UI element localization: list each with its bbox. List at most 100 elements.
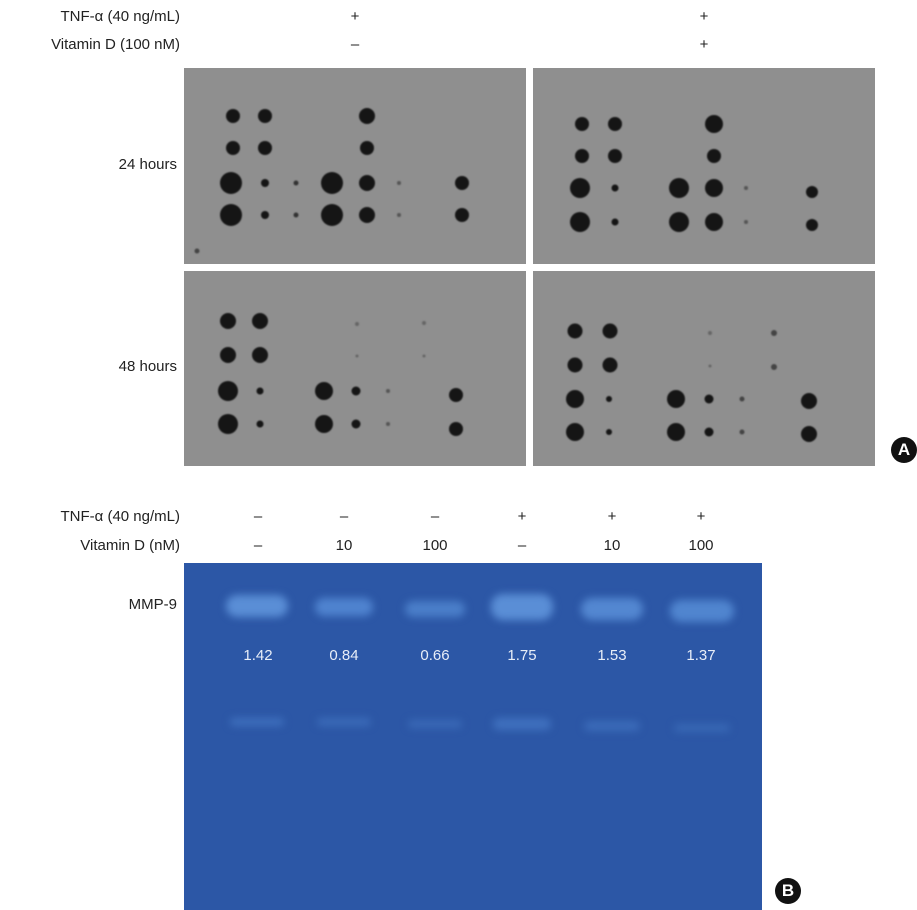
lane4-tnf: + (517, 508, 527, 525)
panel-b-tnf-label: TNF-α (40 ng/mL) (60, 508, 180, 525)
blot-dot (386, 389, 390, 393)
blot-dot (771, 330, 777, 336)
blot-dot (608, 149, 622, 163)
blot-dot (220, 204, 242, 226)
blot-dot (359, 175, 375, 191)
blot-dot (386, 422, 390, 426)
mmp9-band (405, 601, 465, 617)
lower-band (408, 720, 462, 728)
lower-band (230, 718, 284, 726)
blot-dot (293, 212, 299, 218)
lane6-vitd: 100 (688, 537, 714, 554)
blot-24h-tnf (184, 68, 526, 264)
panel-a-tnf-label: TNF-α (40 ng/mL) (60, 8, 180, 25)
blot-dot (575, 149, 589, 163)
blot-dot (360, 141, 374, 155)
blot-dot (611, 184, 619, 192)
blot-24h-tnf-vitd (533, 68, 875, 264)
blot-dot (705, 115, 723, 133)
blot-dot (667, 390, 685, 408)
blot-dot (455, 208, 469, 222)
blot-dot (566, 423, 584, 441)
lower-band (584, 721, 640, 731)
blot-dot (606, 396, 612, 402)
blot-dot (744, 186, 748, 190)
panel-b-vitd-label: Vitamin D (nM) (80, 537, 180, 554)
mmp9-band (315, 598, 373, 616)
blot-dot (667, 423, 685, 441)
blot-dot (220, 347, 236, 363)
blot-dot (669, 212, 689, 232)
mmp9-band (491, 594, 553, 620)
blot-dot (744, 220, 748, 224)
lane5-value: 1.53 (597, 647, 627, 664)
panel-a-badge: A (891, 437, 917, 463)
blot-dot (321, 204, 343, 226)
blot-dot (575, 117, 589, 131)
blot-48h-tnf (184, 271, 526, 466)
blot-dot (359, 108, 375, 124)
blot-dot (220, 313, 236, 329)
blot-dot (220, 172, 242, 194)
blot-dot (707, 149, 721, 163)
blot-dot (256, 420, 264, 428)
blot-dot (602, 323, 618, 339)
blot-dot (422, 321, 426, 325)
lane1-value: 1.42 (243, 647, 273, 664)
blot-dot (252, 313, 268, 329)
blot-dot (669, 178, 689, 198)
panel-a-col2-vitd: + (699, 36, 709, 53)
lane1-tnf: – (253, 508, 263, 525)
mmp9-label: MMP-9 (128, 596, 177, 613)
blot-dot (739, 429, 745, 435)
panel-a-col1-vitd: – (350, 36, 360, 53)
blot-dot (570, 178, 590, 198)
lower-band (674, 724, 730, 732)
blot-dot (566, 390, 584, 408)
mmp9-band (581, 598, 643, 620)
blot-dot (355, 322, 359, 326)
blot-dot (704, 427, 714, 437)
lane2-vitd: 10 (335, 537, 353, 554)
lane6-tnf: + (696, 508, 706, 525)
blot-dot (705, 213, 723, 231)
mmp9-band (670, 600, 734, 622)
lane4-value: 1.75 (507, 647, 537, 664)
blot-dot (570, 212, 590, 232)
panel-a-vitd-label: Vitamin D (100 nM) (51, 36, 180, 53)
mmp9-band (226, 595, 288, 617)
blot-dot (801, 426, 817, 442)
lower-band (493, 718, 551, 730)
blot-dot (397, 213, 401, 217)
blot-dot (293, 180, 299, 186)
lane4-vitd: – (517, 537, 527, 554)
blot-48h-tnf-vitd (533, 271, 875, 466)
blot-dot (567, 323, 583, 339)
blot-dot (194, 248, 200, 254)
lane3-vitd: 100 (422, 537, 448, 554)
blot-dot (226, 109, 240, 123)
blot-dot (449, 422, 463, 436)
blot-dot (801, 393, 817, 409)
blot-dot (351, 419, 361, 429)
blot-dot (611, 218, 619, 226)
blot-dot (321, 172, 343, 194)
zymogram-gel (184, 563, 762, 910)
panel-b-badge: B (775, 878, 801, 904)
blot-dot (705, 179, 723, 197)
lane3-tnf: – (430, 508, 440, 525)
time-label-24h: 24 hours (118, 156, 177, 173)
blot-dot (708, 364, 712, 368)
blot-dot (606, 429, 612, 435)
blot-dot (261, 211, 269, 219)
panel-a-col2-tnf: + (699, 8, 709, 25)
lane2-value: 0.84 (329, 647, 359, 664)
blot-dot (739, 396, 745, 402)
lane3-value: 0.66 (420, 647, 450, 664)
blot-dot (256, 387, 264, 395)
blot-dot (218, 381, 238, 401)
lane2-tnf: – (339, 508, 349, 525)
blot-dot (218, 414, 238, 434)
blot-dot (771, 364, 777, 370)
blot-dot (226, 141, 240, 155)
